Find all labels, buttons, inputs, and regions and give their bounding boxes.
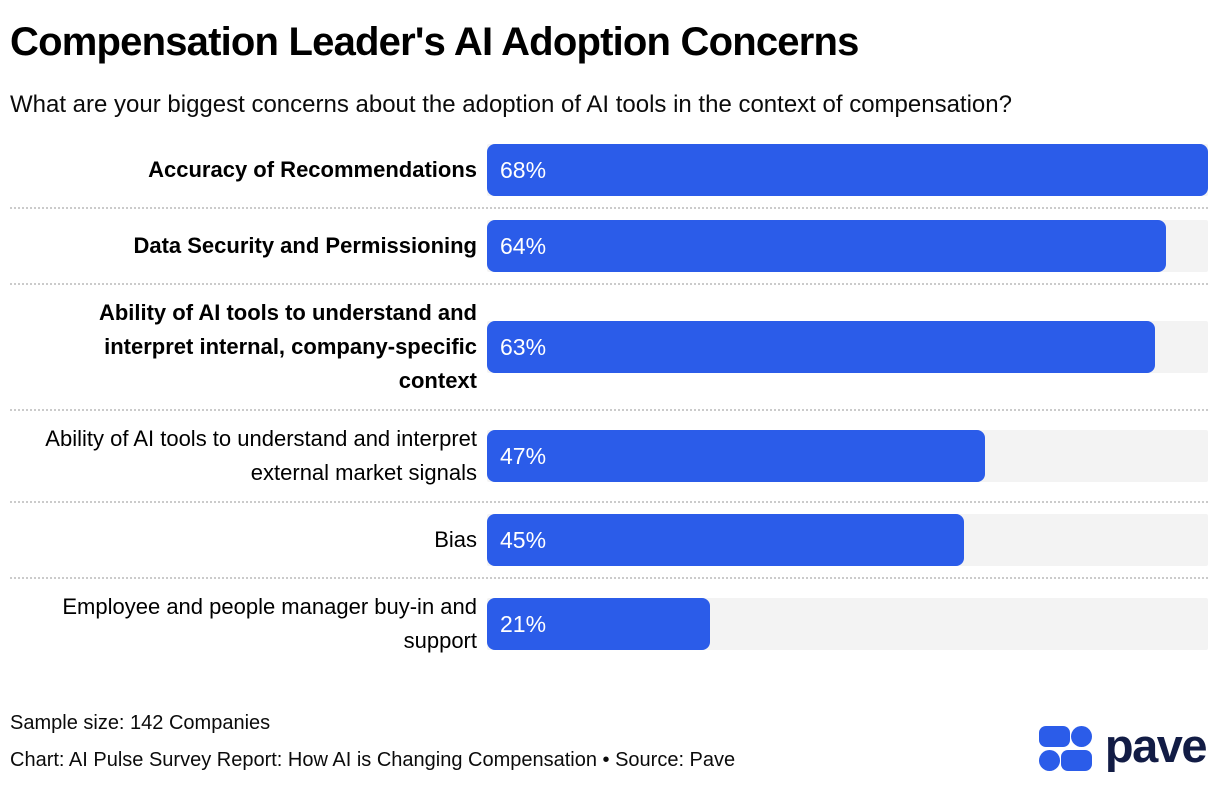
bar-value-label: 63% xyxy=(500,333,547,360)
bar-chart: Accuracy of Recommendations 68% Data Sec… xyxy=(10,133,1208,669)
bar-row: Ability of AI tools to understand and in… xyxy=(10,409,1208,501)
category-label: Data Security and Permissioning xyxy=(133,233,477,258)
bar-track: 21% xyxy=(487,598,1208,650)
bar-value-label: 68% xyxy=(500,156,547,183)
bar: 45% xyxy=(487,514,965,566)
chart-subtitle: What are your biggest concerns about the… xyxy=(10,91,1012,118)
bar-track: 64% xyxy=(487,220,1208,272)
category-label-cell: Accuracy of Recommendations xyxy=(10,153,477,187)
bar-track: 63% xyxy=(487,321,1208,373)
bar-value-label: 45% xyxy=(500,526,547,553)
pave-wordmark: pave xyxy=(1104,719,1208,772)
chart-card: Compensation Leader's AI Adoption Concer… xyxy=(10,20,1208,779)
bar-row: Data Security and Permissioning 64% xyxy=(10,207,1208,283)
bar-track: 47% xyxy=(487,430,1208,482)
category-label-cell: Bias xyxy=(10,523,477,557)
logo-shape-rect-bottom-right xyxy=(1060,750,1092,771)
attribution-note: Chart: AI Pulse Survey Report: How AI is… xyxy=(10,749,736,771)
bar: 47% xyxy=(487,430,986,482)
category-label: Ability of AI tools to understand and in… xyxy=(98,300,477,393)
category-label-cell: Ability of AI tools to understand and in… xyxy=(10,422,477,490)
category-label: Bias xyxy=(434,527,477,552)
category-label: Ability of AI tools to understand and in… xyxy=(45,426,477,485)
category-label-cell: Employee and people manager buy-in and s… xyxy=(10,590,477,658)
logo-shape-rect-top-left xyxy=(1038,726,1070,747)
chart-title: Compensation Leader's AI Adoption Concer… xyxy=(10,20,859,64)
bar: 63% xyxy=(487,321,1155,373)
pave-logo-icon xyxy=(1038,726,1092,771)
bar-row: Bias 45% xyxy=(10,501,1208,577)
bar-row: Ability of AI tools to understand and in… xyxy=(10,283,1208,409)
bar-track: 45% xyxy=(487,514,1208,566)
bar: 64% xyxy=(487,220,1166,272)
footer-notes: Sample size: 142 Companies Chart: AI Pul… xyxy=(10,705,735,779)
logo-shape-circle-top-right xyxy=(1070,726,1092,747)
bar-value-label: 21% xyxy=(500,610,547,637)
bar-value-label: 47% xyxy=(500,442,547,469)
bar-track: 68% xyxy=(487,144,1208,196)
category-label: Accuracy of Recommendations xyxy=(148,157,477,182)
sample-size-note: Sample size: 142 Companies xyxy=(10,712,271,734)
category-label: Employee and people manager buy-in and s… xyxy=(62,594,477,653)
bar: 21% xyxy=(487,598,710,650)
logo-shape-circle-bottom-left xyxy=(1038,750,1060,771)
bar-row: Employee and people manager buy-in and s… xyxy=(10,577,1208,669)
bar-row: Accuracy of Recommendations 68% xyxy=(10,133,1208,207)
category-label-cell: Data Security and Permissioning xyxy=(10,229,477,263)
bar-value-label: 64% xyxy=(500,232,547,259)
category-label-cell: Ability of AI tools to understand and in… xyxy=(10,296,477,398)
chart-footer: Sample size: 142 Companies Chart: AI Pul… xyxy=(10,705,1208,779)
pave-logo: pave xyxy=(1038,719,1208,779)
bar: 68% xyxy=(487,144,1208,196)
